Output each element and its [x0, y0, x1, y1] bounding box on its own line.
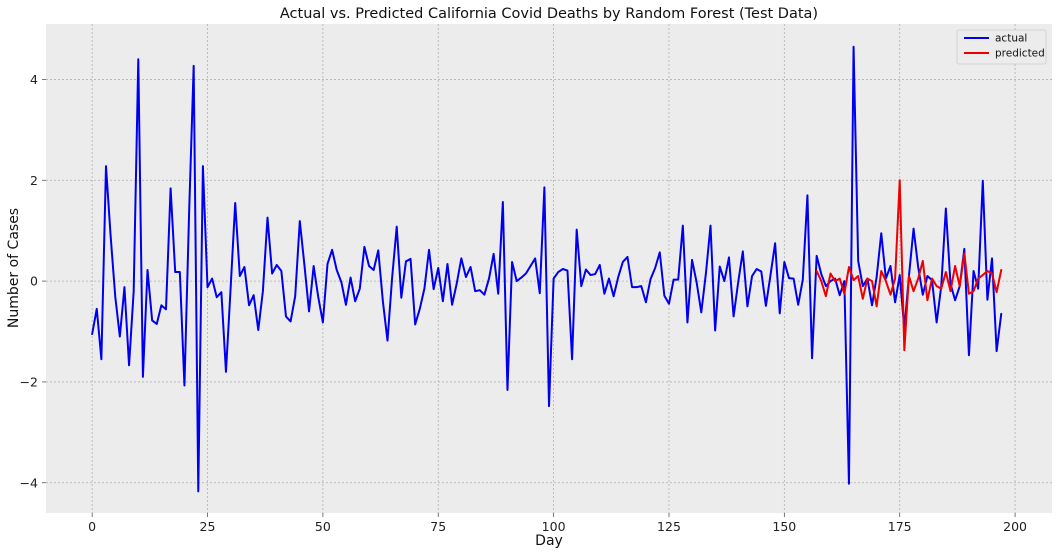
series-line-actual	[91, 45, 1003, 493]
x-tick-label: 125	[657, 519, 681, 534]
x-tick-label: 100	[542, 519, 566, 534]
legend-label-actual: actual	[995, 33, 1027, 45]
x-tick-label: 50	[315, 519, 331, 534]
y-tick-label: −2	[20, 374, 38, 389]
y-tick-label: 0	[30, 274, 38, 289]
x-axis: 0 25 50 75 100 125 150 175 200	[88, 513, 1027, 534]
legend-label-predicted: predicted	[995, 48, 1045, 60]
y-tick-label: 4	[30, 72, 38, 87]
x-axis-title: Day	[535, 533, 563, 549]
legend: actual predicted	[956, 29, 1047, 65]
y-axis-title: Number of Cases	[6, 208, 22, 328]
x-tick-label: 25	[200, 519, 216, 534]
x-tick-label: 150	[772, 519, 796, 534]
y-tick-label: 2	[30, 173, 38, 188]
x-tick-label: 0	[88, 519, 96, 534]
y-tick-label: −4	[20, 475, 38, 490]
y-axis: −4 −2 0 2 4	[20, 72, 46, 490]
series-line-predicted	[815, 179, 1003, 352]
chart-title: Actual vs. Predicted California Covid De…	[280, 6, 818, 22]
series-layer	[91, 45, 1003, 493]
x-tick-label: 75	[430, 519, 446, 534]
x-tick-label: 175	[888, 519, 912, 534]
x-tick-label: 200	[1003, 519, 1027, 534]
